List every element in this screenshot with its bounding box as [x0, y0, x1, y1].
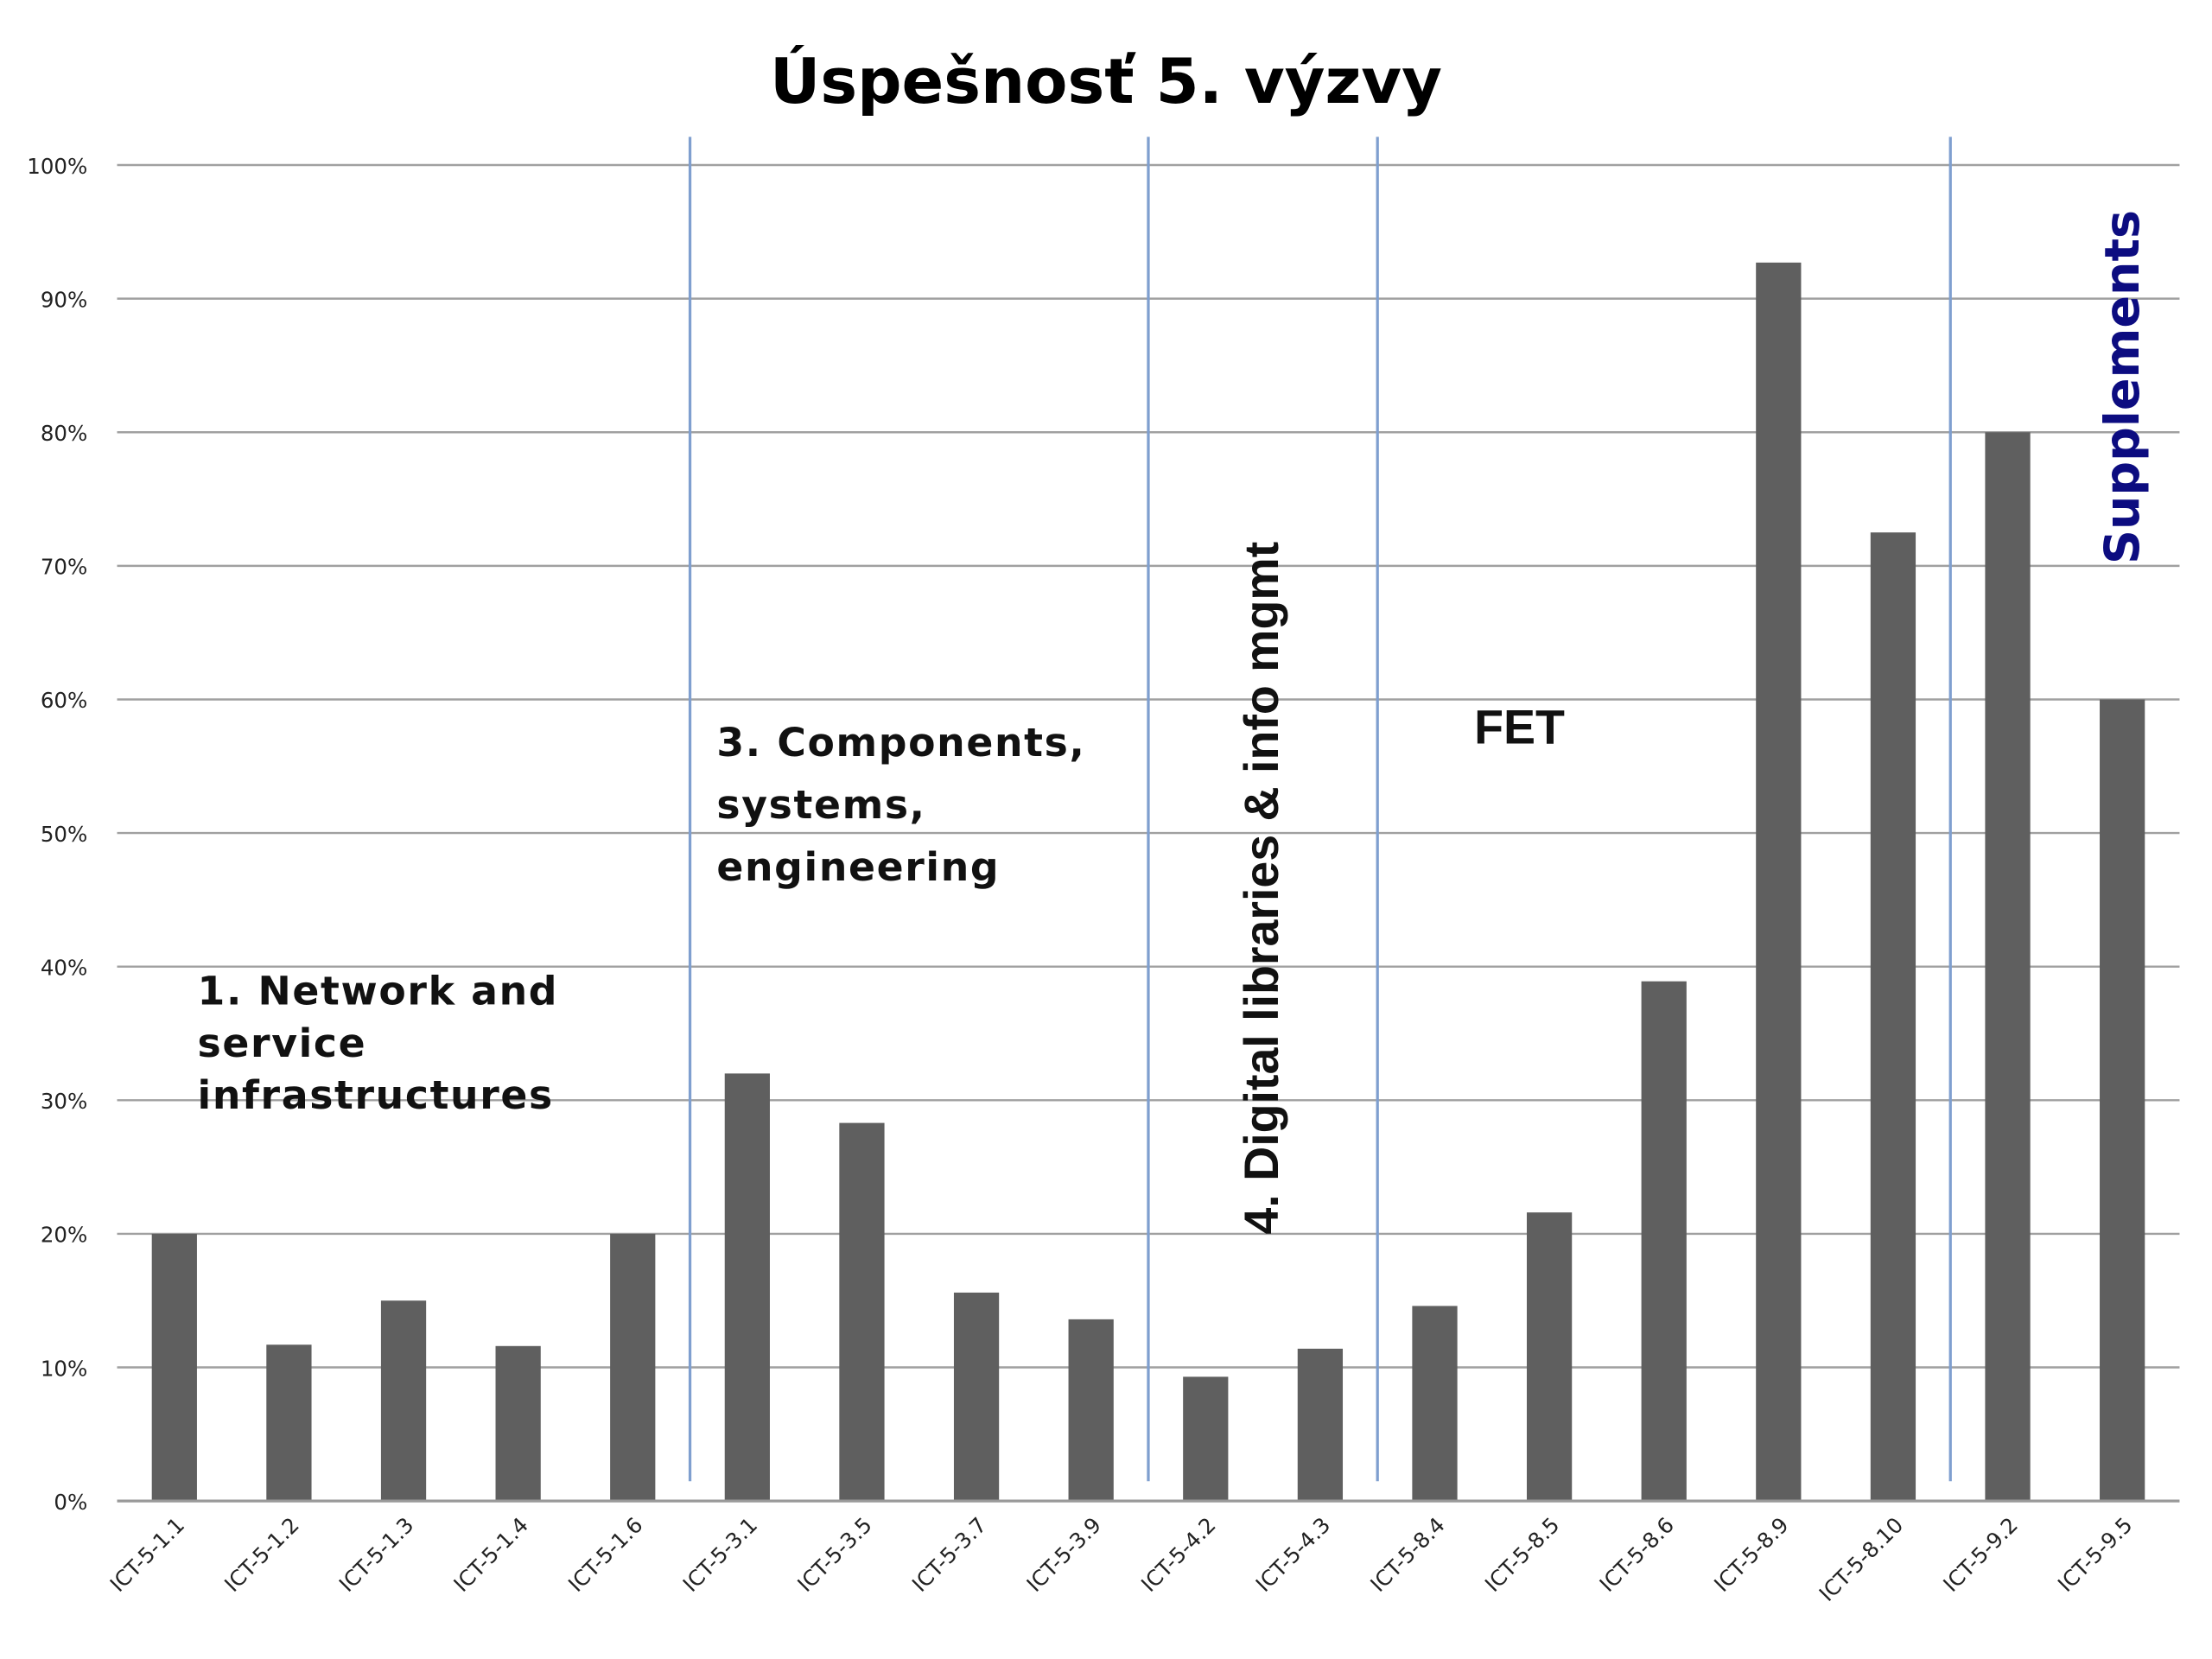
bar-ICT-5-8.10: [1870, 532, 1916, 1502]
x-tick-label: ICT-5-8.5: [1480, 1512, 1565, 1597]
x-axis-labels: ICT-5-1.1 ICT-5-1.2 ICT-5-1.3 ICT-5-1.4 ICT-…: [105, 1512, 2137, 1606]
bar-ICT-5-3.1: [724, 1073, 770, 1502]
y-tick-label: 80%: [41, 421, 87, 446]
bar-ICT-5-3.9: [1068, 1319, 1114, 1502]
y-tick-label: 100%: [27, 154, 87, 179]
bar-ICT-5-9.2: [1985, 432, 2031, 1502]
bar-ICT-5-8.5: [1526, 1212, 1573, 1502]
bars: [151, 262, 2145, 1502]
bar-ICT-5-4.2: [1183, 1376, 1229, 1502]
bar-ICT-5-1.6: [610, 1233, 656, 1502]
x-tick-label: ICT-5-4.3: [1251, 1512, 1336, 1597]
bar-ICT-5-8.4: [1412, 1306, 1458, 1502]
x-tick-label: ICT-5-3.7: [907, 1512, 992, 1597]
annotation-group1: 1. Network and service infrastructures: [198, 968, 574, 1118]
bar-ICT-5-3.5: [839, 1122, 885, 1502]
bar-ICT-5-9.5: [2100, 699, 2145, 1502]
y-tick-label: 70%: [41, 555, 87, 580]
x-tick-label: ICT-5-3.1: [677, 1512, 762, 1597]
y-tick-label: 30%: [41, 1089, 87, 1114]
annotation-supplements: Supplements: [2094, 210, 2151, 564]
y-tick-label: 10%: [41, 1356, 87, 1381]
x-tick-label: ICT-5-1.2: [219, 1512, 304, 1597]
y-axis-ticks: 0% 10% 20% 30% 40% 50% 60% 70% 80% 90% 100%: [27, 154, 87, 1515]
bar-ICT-5-1.4: [495, 1345, 541, 1502]
x-tick-label: ICT-5-8.9: [1709, 1512, 1794, 1597]
x-tick-label: ICT-5-1.1: [105, 1512, 189, 1597]
chart-title: Úspešnosť 5. výzvy: [770, 45, 1442, 118]
bar-ICT-5-1.1: [151, 1233, 197, 1502]
bar-ICT-5-8.6: [1641, 981, 1687, 1502]
x-tick-label: ICT-5-3.9: [1021, 1512, 1106, 1597]
x-tick-label: ICT-5-4.2: [1136, 1512, 1221, 1597]
y-tick-label: 0%: [54, 1490, 87, 1515]
bar-ICT-5-3.7: [953, 1292, 1000, 1502]
x-tick-label: ICT-5-1.4: [448, 1512, 533, 1597]
bar-ICT-5-1.2: [266, 1344, 312, 1502]
group-dividers: [688, 137, 1952, 1482]
x-tick-label: ICT-5-8.10: [1815, 1512, 1909, 1606]
y-tick-label: 50%: [41, 822, 87, 847]
bar-ICT-5-1.3: [380, 1300, 427, 1502]
bar-ICT-5-4.3: [1297, 1348, 1344, 1502]
y-tick-label: 40%: [41, 955, 87, 980]
x-tick-label: ICT-5-8.6: [1594, 1512, 1679, 1597]
y-tick-label: 60%: [41, 688, 87, 713]
x-tick-label: ICT-5-8.4: [1365, 1512, 1450, 1597]
bar-ICT-5-8.9: [1756, 262, 1802, 1502]
x-tick-label: ICT-5-9.5: [2053, 1512, 2138, 1597]
x-tick-label: ICT-5-1.6: [563, 1512, 648, 1597]
annotation-group4: 4. Digital libraries & info mgmt: [1235, 542, 1288, 1235]
annotation-group3: 3. Components, systems, engineering: [716, 720, 1101, 890]
annotation-fet: FET: [1474, 700, 1565, 753]
y-tick-label: 90%: [41, 287, 87, 312]
x-tick-label: ICT-5-1.3: [334, 1512, 419, 1597]
x-tick-label: ICT-5-3.5: [792, 1512, 877, 1597]
y-tick-label: 20%: [41, 1223, 87, 1248]
x-tick-label: ICT-5-9.2: [1938, 1512, 2023, 1597]
